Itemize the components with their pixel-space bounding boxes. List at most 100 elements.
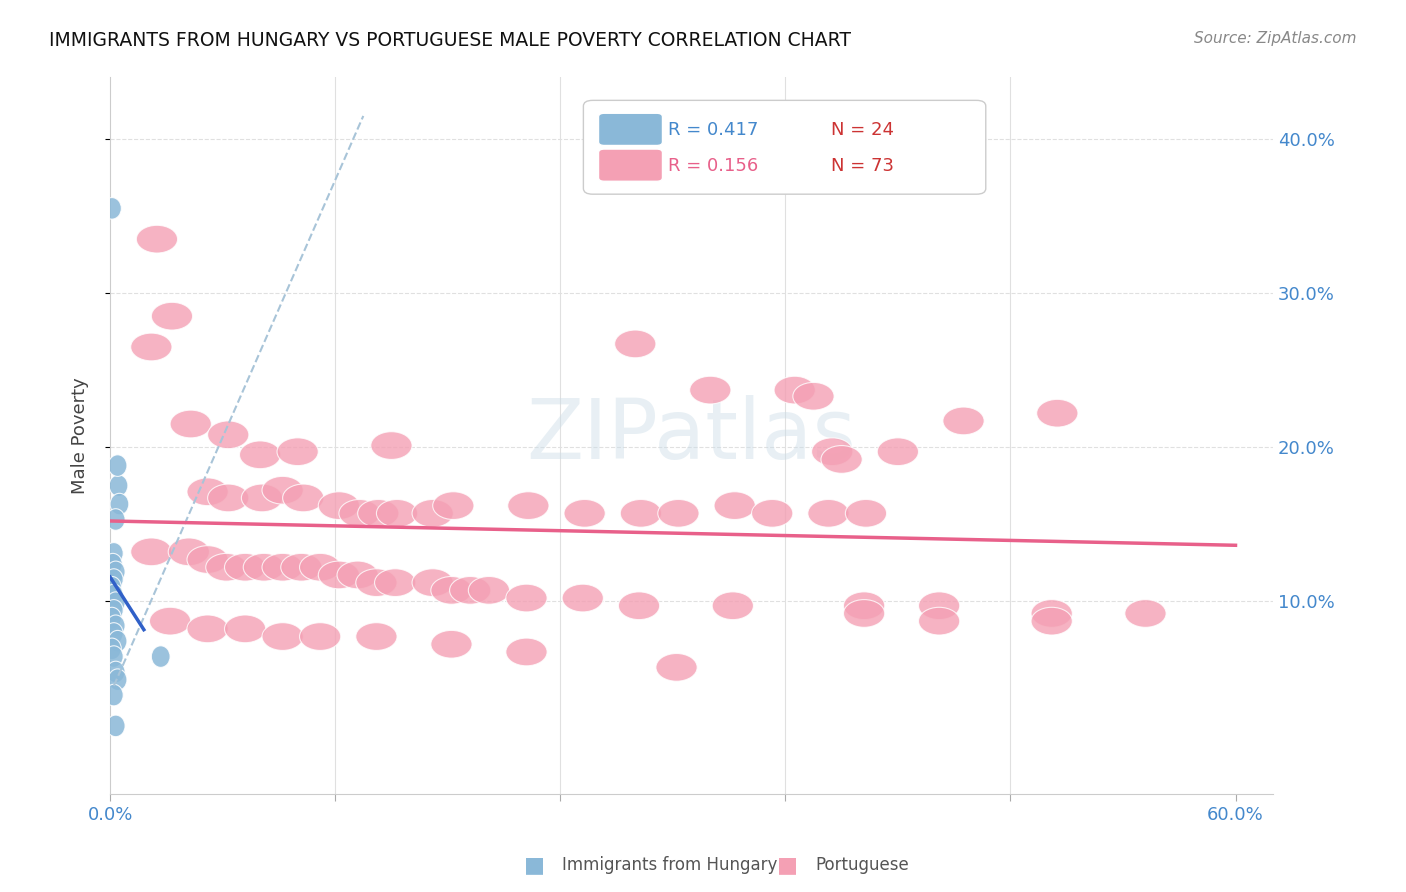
Ellipse shape: [103, 576, 121, 598]
Ellipse shape: [104, 684, 124, 706]
Ellipse shape: [318, 491, 360, 519]
Text: Source: ZipAtlas.com: Source: ZipAtlas.com: [1194, 31, 1357, 46]
Ellipse shape: [845, 500, 887, 527]
FancyBboxPatch shape: [599, 149, 662, 181]
FancyBboxPatch shape: [599, 113, 662, 145]
Ellipse shape: [918, 592, 960, 620]
Ellipse shape: [430, 631, 472, 658]
Ellipse shape: [299, 553, 340, 581]
Ellipse shape: [103, 198, 121, 219]
Ellipse shape: [208, 421, 249, 449]
Ellipse shape: [506, 584, 547, 612]
Ellipse shape: [262, 553, 304, 581]
Ellipse shape: [170, 410, 211, 438]
Text: 60.0%: 60.0%: [1208, 806, 1264, 824]
Ellipse shape: [433, 491, 474, 519]
Text: IMMIGRANTS FROM HUNGARY VS PORTUGUESE MALE POVERTY CORRELATION CHART: IMMIGRANTS FROM HUNGARY VS PORTUGUESE MA…: [49, 31, 851, 50]
Ellipse shape: [110, 475, 128, 496]
Text: R = 0.156: R = 0.156: [668, 156, 759, 175]
Ellipse shape: [277, 438, 318, 466]
Text: N = 73: N = 73: [831, 156, 894, 175]
Ellipse shape: [658, 500, 699, 527]
Ellipse shape: [356, 623, 396, 650]
Ellipse shape: [107, 592, 125, 614]
Ellipse shape: [187, 546, 228, 574]
Ellipse shape: [793, 383, 834, 410]
Ellipse shape: [564, 500, 605, 527]
Ellipse shape: [243, 553, 284, 581]
Ellipse shape: [844, 592, 884, 620]
Ellipse shape: [506, 638, 547, 665]
Ellipse shape: [943, 407, 984, 434]
Ellipse shape: [714, 491, 755, 519]
Ellipse shape: [104, 623, 124, 644]
Ellipse shape: [811, 438, 853, 466]
Ellipse shape: [412, 569, 453, 597]
Ellipse shape: [107, 715, 125, 737]
Ellipse shape: [262, 623, 304, 650]
Ellipse shape: [619, 592, 659, 620]
Ellipse shape: [131, 333, 172, 361]
Ellipse shape: [187, 478, 228, 506]
Ellipse shape: [450, 576, 491, 604]
Ellipse shape: [412, 500, 453, 527]
Text: 0.0%: 0.0%: [87, 806, 132, 824]
Ellipse shape: [104, 542, 124, 564]
Ellipse shape: [242, 484, 283, 512]
Ellipse shape: [1125, 599, 1166, 627]
Ellipse shape: [374, 569, 416, 597]
Ellipse shape: [281, 553, 322, 581]
Ellipse shape: [356, 569, 396, 597]
Ellipse shape: [620, 500, 662, 527]
Text: N = 24: N = 24: [831, 120, 894, 139]
Ellipse shape: [377, 500, 418, 527]
Text: ■: ■: [778, 855, 797, 875]
Ellipse shape: [752, 500, 793, 527]
Ellipse shape: [107, 508, 125, 530]
Ellipse shape: [104, 646, 124, 667]
Ellipse shape: [149, 607, 191, 635]
Ellipse shape: [205, 553, 247, 581]
Y-axis label: Male Poverty: Male Poverty: [72, 377, 89, 494]
Ellipse shape: [187, 615, 228, 643]
Ellipse shape: [136, 226, 177, 253]
Ellipse shape: [103, 638, 121, 660]
Ellipse shape: [318, 561, 360, 589]
Ellipse shape: [108, 669, 127, 690]
Ellipse shape: [614, 330, 657, 358]
Text: ■: ■: [524, 855, 544, 875]
Ellipse shape: [108, 455, 127, 476]
Ellipse shape: [877, 438, 918, 466]
Ellipse shape: [104, 569, 124, 591]
Ellipse shape: [339, 500, 380, 527]
Text: Immigrants from Hungary: Immigrants from Hungary: [562, 856, 778, 874]
Ellipse shape: [690, 376, 731, 404]
Ellipse shape: [821, 446, 862, 474]
Ellipse shape: [918, 607, 960, 635]
Ellipse shape: [239, 441, 281, 468]
Ellipse shape: [225, 553, 266, 581]
Ellipse shape: [657, 654, 697, 681]
Ellipse shape: [152, 302, 193, 330]
Ellipse shape: [337, 561, 378, 589]
Ellipse shape: [1031, 599, 1073, 627]
Ellipse shape: [110, 493, 129, 515]
Ellipse shape: [844, 599, 884, 627]
Ellipse shape: [1036, 400, 1078, 427]
Ellipse shape: [104, 584, 124, 606]
Text: ZIPatlas: ZIPatlas: [527, 395, 856, 476]
Ellipse shape: [107, 615, 125, 637]
Ellipse shape: [208, 484, 249, 512]
Ellipse shape: [562, 584, 603, 612]
Ellipse shape: [107, 561, 125, 582]
Ellipse shape: [108, 631, 127, 652]
Ellipse shape: [1031, 607, 1073, 635]
Ellipse shape: [225, 615, 266, 643]
Ellipse shape: [430, 576, 472, 604]
Ellipse shape: [808, 500, 849, 527]
Ellipse shape: [262, 476, 304, 504]
Ellipse shape: [468, 576, 509, 604]
Text: Portuguese: Portuguese: [815, 856, 910, 874]
Ellipse shape: [131, 538, 172, 566]
FancyBboxPatch shape: [583, 101, 986, 194]
